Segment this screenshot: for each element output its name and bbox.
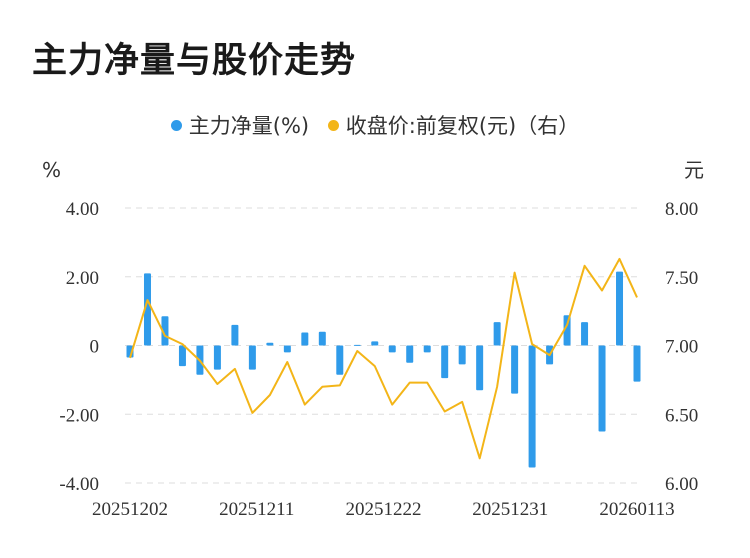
bar	[318, 331, 326, 346]
bar	[283, 345, 291, 353]
bar	[493, 322, 501, 346]
left-tick-label: 0	[90, 337, 100, 358]
bar	[248, 345, 256, 370]
right-tick-label: 7.50	[665, 268, 698, 289]
bar	[213, 345, 221, 370]
right-tick-label: 6.50	[665, 405, 698, 426]
x-tick-label: 20251202	[92, 499, 168, 520]
bar	[511, 345, 519, 394]
legend-line-label: 收盘价:前复权(元)（右）	[345, 114, 580, 138]
bar	[476, 345, 484, 391]
left-tick-label: 2.00	[66, 268, 99, 289]
axis-ticks: 4.00 8.00 2.00 7.50 0 7.00 -2.00 6.50 -4.00 6.00 2…	[59, 199, 698, 520]
bar	[458, 345, 466, 365]
left-tick-label: -4.00	[59, 474, 99, 495]
bar	[161, 316, 169, 346]
line-series	[129, 257, 638, 460]
bar-series	[126, 271, 641, 468]
legend-item-close-price[interactable]: 收盘价:前复权(元)（右）	[327, 110, 580, 140]
bar	[178, 345, 186, 367]
bar	[633, 345, 641, 382]
bar	[231, 324, 239, 346]
bar	[528, 345, 536, 468]
x-tick-label: 20251222	[346, 499, 422, 520]
left-axis-unit: %	[42, 158, 61, 182]
bar	[581, 322, 589, 346]
bar	[371, 341, 379, 346]
bar	[353, 344, 361, 346]
right-tick-label: 8.00	[665, 199, 698, 220]
left-tick-label: -2.00	[59, 405, 99, 426]
bar	[423, 345, 431, 353]
x-tick-label: 20260113	[599, 499, 674, 520]
left-tick-label: 4.00	[66, 199, 99, 220]
legend-item-net-volume[interactable]: 主力净量(%)	[170, 110, 310, 140]
bar	[336, 345, 344, 375]
legend-line-dot-icon	[327, 119, 339, 131]
legend-bar-dot-icon	[170, 119, 182, 131]
right-tick-label: 7.00	[665, 337, 698, 358]
bar	[616, 271, 624, 346]
legend-bar-label: 主力净量(%)	[188, 114, 310, 138]
bar	[598, 345, 606, 432]
bar	[143, 273, 151, 346]
bar	[563, 315, 571, 346]
right-axis-unit: 元	[684, 158, 704, 182]
legend: 主力净量(%) 收盘价:前复权(元)（右）	[0, 110, 750, 140]
price-line	[129, 257, 638, 460]
bar	[388, 345, 396, 353]
bar	[406, 345, 414, 363]
bar	[441, 345, 449, 379]
right-tick-label: 6.00	[665, 474, 698, 495]
x-tick-label: 20251211	[219, 499, 294, 520]
bar	[301, 332, 309, 346]
x-tick-label: 20251231	[472, 499, 548, 520]
bar	[266, 342, 274, 346]
chart-title: 主力净量与股价走势	[32, 41, 357, 81]
